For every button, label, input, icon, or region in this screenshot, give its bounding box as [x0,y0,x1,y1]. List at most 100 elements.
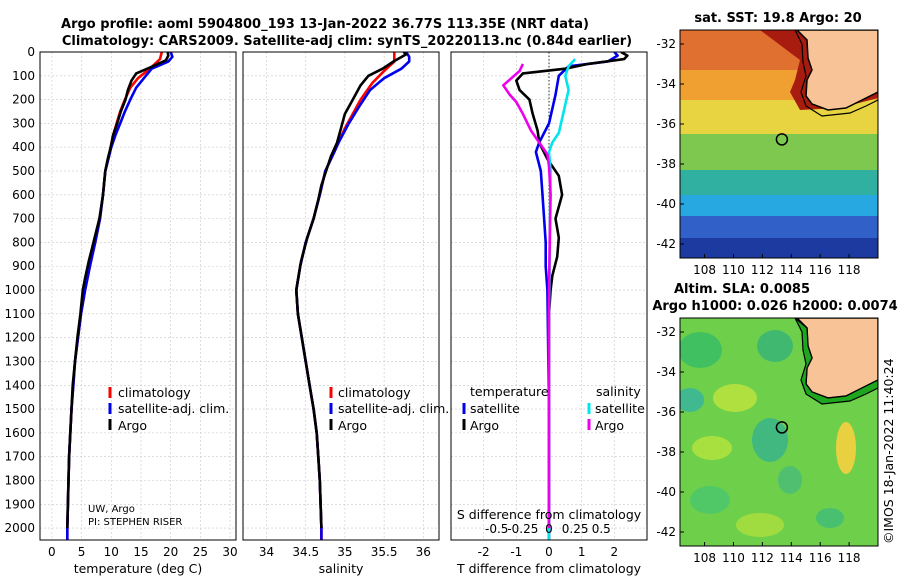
map-xtick-label: 112 [751,263,774,277]
temperature-xtick-label: 30 [222,545,237,559]
temperature-axes-frame [39,51,237,541]
difference-xtick-label: -1 [510,545,522,559]
salinity-legend: climatology satellite-adj. clim. Argo [329,385,449,433]
depth-tick-label: 1900 [4,497,35,511]
sla-map-title-2: Argo h1000: 0.026 h2000: 0.0074 [652,299,897,314]
difference-xtick-label: 1 [578,545,586,559]
depth-tick-label: 1300 [4,354,35,368]
temperature-xtick-label: 5 [78,545,86,559]
map-xtick-label: 118 [838,551,861,565]
salinity-difference-tick-label: 0.25 [562,522,589,536]
depth-tick-label: 1600 [4,426,35,440]
temperature-xtick-label: 20 [163,545,178,559]
credit-line-1: UW, Argo [88,504,135,515]
depth-tick-label: 600 [12,188,35,202]
salinity-difference-tick-label: -0.25 [507,522,538,536]
sla-argo-position-marker [775,421,789,434]
salinity-difference-xlabel: S difference from climatology [457,507,642,522]
map-ytick-label: -40 [656,485,676,499]
sst-argo-position-marker [775,133,789,146]
map-xtick-label: 110 [722,551,745,565]
legend-climatology-label: climatology [338,385,411,400]
sst-land [795,30,878,111]
depth-tick-label: 1000 [4,283,35,297]
depth-tick-label: 800 [12,235,35,249]
salinity-xtick-label: 34.5 [292,545,319,559]
legend-temperature-title: temperature [470,384,549,399]
temperature-legend: climatology satellite-adj. clim. Argo [108,385,229,433]
salinity-xlabel: salinity [319,561,364,576]
map-xtick-label: 114 [780,551,803,565]
temperature-xtick-label: 15 [133,545,148,559]
map-ytick-label: -32 [656,37,676,51]
temperature-difference-xlabel: T difference from climatology [456,561,642,576]
salinity-xtick-label: 35 [337,545,352,559]
temperature-xtick-label: 10 [104,545,119,559]
map-ytick-label: -32 [656,325,676,339]
title-line-1: Argo profile: aoml 5904800_193 13-Jan-20… [61,17,589,32]
depth-tick-label: 1200 [4,331,35,345]
temperature-series-argo [66,52,170,529]
sst-map: sat. SST: 19.8 Argo: 20 108 110 112 114 116 1… [656,11,879,277]
difference-panel: -2 -1 0 1 2 S difference from climatology -0… [450,51,648,576]
legend-sal-satellite-label: satellite [595,401,645,416]
legend-satellite-label: satellite-adj. clim. [118,401,229,416]
depth-tick-label: 900 [12,259,35,273]
map-ytick-label: -36 [656,405,676,419]
salinity-xtick-label: 34 [259,545,274,559]
temperature-xtick-label: 25 [193,545,208,559]
legend-sal-argo-label: Argo [595,418,624,433]
depth-tick-label: 300 [12,116,35,130]
depth-tick-label: 500 [12,164,35,178]
difference-series-salinity-argo [501,63,552,529]
difference-axes-frame [450,51,648,541]
map-xtick-label: 116 [809,551,832,565]
sst-map-frame [679,29,879,259]
temperature-plot-area [40,52,236,540]
map-ytick-label: -38 [656,157,676,171]
difference-xtick-label: 0 [545,545,553,559]
legend-salinity-title: salinity [596,384,641,399]
legend-satellite-label: satellite-adj. clim. [338,401,449,416]
salinity-series-argo [294,52,408,529]
map-xtick-label: 118 [838,263,861,277]
map-ytick-label: -40 [656,197,676,211]
legend-argo-label: Argo [338,418,367,433]
map-xtick-label: 108 [693,263,716,277]
map-xtick-label: 114 [780,263,803,277]
sla-map: Altim. SLA: 0.0085 Argo h1000: 0.026 h20… [652,282,897,565]
map-xtick-label: 116 [809,263,832,277]
depth-tick-label: 400 [12,140,35,154]
depth-tick-label: 1800 [4,473,35,487]
legend-climatology-label: climatology [118,385,191,400]
credit-line-2: PI: STEPHEN RISER [88,517,182,528]
sla-shelf [794,318,878,405]
map-ytick-label: -42 [656,237,676,251]
depth-tick-label: 100 [12,69,35,83]
difference-xtick-label: 2 [611,545,619,559]
map-ytick-label: -34 [656,77,676,91]
sst-map-title: sat. SST: 19.8 Argo: 20 [694,11,861,26]
salinity-difference-tick-label: -0.5 [485,522,508,536]
map-ytick-label: -38 [656,445,676,459]
map-xtick-label: 112 [751,551,774,565]
map-xtick-label: 110 [722,263,745,277]
temperature-xtick-label: 0 [48,545,56,559]
legend-argo-label: Argo [118,418,147,433]
depth-tick-label: 1500 [4,402,35,416]
salinity-axes-frame [242,51,440,541]
depth-tick-label: 700 [12,212,35,226]
title-line-2: Climatology: CARS2009. Satellite-adj cli… [62,34,632,49]
map-xtick-label: 108 [693,551,716,565]
temperature-xlabel: temperature (deg C) [74,561,203,576]
depth-tick-label: 0 [27,45,35,59]
difference-legend: temperature salinity satellite Argo sate… [462,384,645,433]
salinity-xtick-label: 36 [416,545,431,559]
salinity-panel: 34 34.5 35 35.5 36 salinity climatology sate… [242,51,449,576]
depth-tick-label: 1100 [4,307,35,321]
depth-tick-label: 2000 [4,521,35,535]
salinity-xtick-label: 35.5 [371,545,398,559]
map-ytick-label: -34 [656,365,676,379]
map-ytick-label: -36 [656,117,676,131]
